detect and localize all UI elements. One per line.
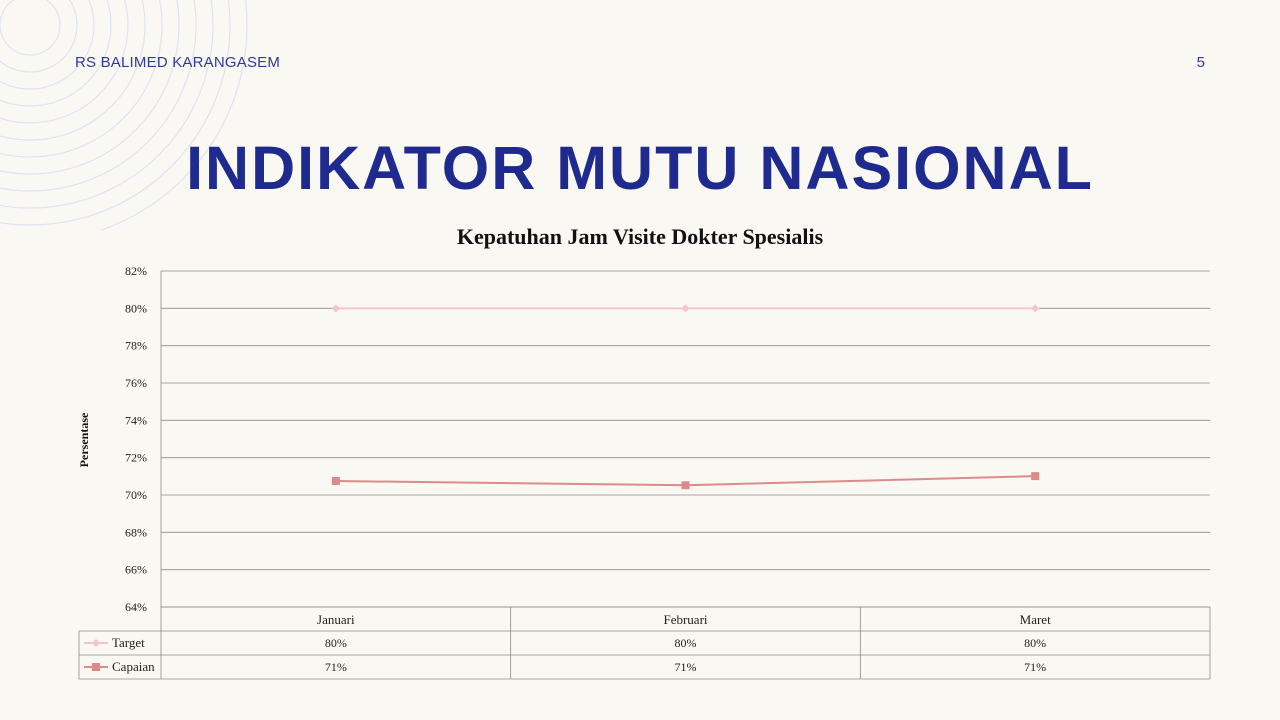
decorative-ring bbox=[0, 0, 146, 141]
data-point bbox=[681, 304, 690, 313]
y-tick-label: 64% bbox=[125, 600, 147, 614]
y-tick-label: 72% bbox=[125, 451, 147, 465]
data-table-value: 80% bbox=[325, 636, 347, 650]
decorative-ring bbox=[0, 0, 78, 73]
legend-key-marker bbox=[92, 639, 100, 647]
x-tick-label: Maret bbox=[1020, 612, 1051, 627]
y-tick-label: 70% bbox=[125, 488, 147, 502]
y-tick-label: 76% bbox=[125, 376, 147, 390]
chart-title: Kepatuhan Jam Visite Dokter Spesialis bbox=[457, 224, 824, 249]
decorative-ring bbox=[0, 0, 112, 107]
data-point bbox=[331, 304, 340, 313]
y-tick-label: 74% bbox=[125, 413, 147, 427]
y-axis-ticks: 82% 80% 78% 76% 74% 72% 70% 68% 66% 64% bbox=[125, 264, 147, 614]
decorative-ring bbox=[0, 0, 95, 90]
page-number: 5 bbox=[1196, 54, 1205, 71]
y-tick-label: 66% bbox=[125, 563, 147, 577]
organization-name: RS BALIMED KARANGASEM bbox=[75, 54, 281, 71]
data-table-value: 80% bbox=[675, 636, 697, 650]
page-title: INDIKATOR MUTU NASIONAL bbox=[186, 134, 1094, 202]
data-table-value: 71% bbox=[325, 660, 347, 674]
data-point bbox=[331, 477, 340, 485]
data-table-value: 80% bbox=[1024, 636, 1046, 650]
y-axis-label: Persentase bbox=[77, 412, 91, 467]
decorative-ring bbox=[0, 0, 214, 209]
data-table: Januari Februari Maret Target 80% 80% 80% Capai… bbox=[78, 606, 1211, 680]
y-tick-label: 68% bbox=[125, 525, 147, 539]
data-table-value: 71% bbox=[1024, 660, 1046, 674]
decorative-ring bbox=[0, 0, 163, 158]
data-point bbox=[681, 481, 690, 490]
decorative-ring bbox=[0, 0, 197, 192]
decorative-ring bbox=[0, 0, 129, 124]
y-tick-label: 80% bbox=[125, 301, 147, 315]
grid bbox=[160, 270, 1210, 608]
y-tick-label: 82% bbox=[125, 264, 147, 278]
data-table-value: 71% bbox=[675, 660, 697, 674]
y-tick-label: 78% bbox=[125, 339, 147, 353]
decorative-rings bbox=[0, 0, 248, 230]
legend-key-marker bbox=[92, 663, 100, 671]
decorative-ring bbox=[99, 0, 248, 230]
data-point bbox=[1031, 472, 1040, 481]
decorative-ring bbox=[0, 0, 61, 56]
x-tick-label: Februari bbox=[663, 612, 707, 627]
plot-series bbox=[331, 304, 1040, 490]
data-point bbox=[1031, 304, 1040, 313]
decorative-ring bbox=[0, 0, 180, 175]
legend-label: Target bbox=[112, 635, 145, 650]
decorative-ring bbox=[0, 0, 231, 226]
legend-label: Capaian bbox=[112, 659, 155, 674]
x-tick-label: Januari bbox=[317, 612, 355, 627]
